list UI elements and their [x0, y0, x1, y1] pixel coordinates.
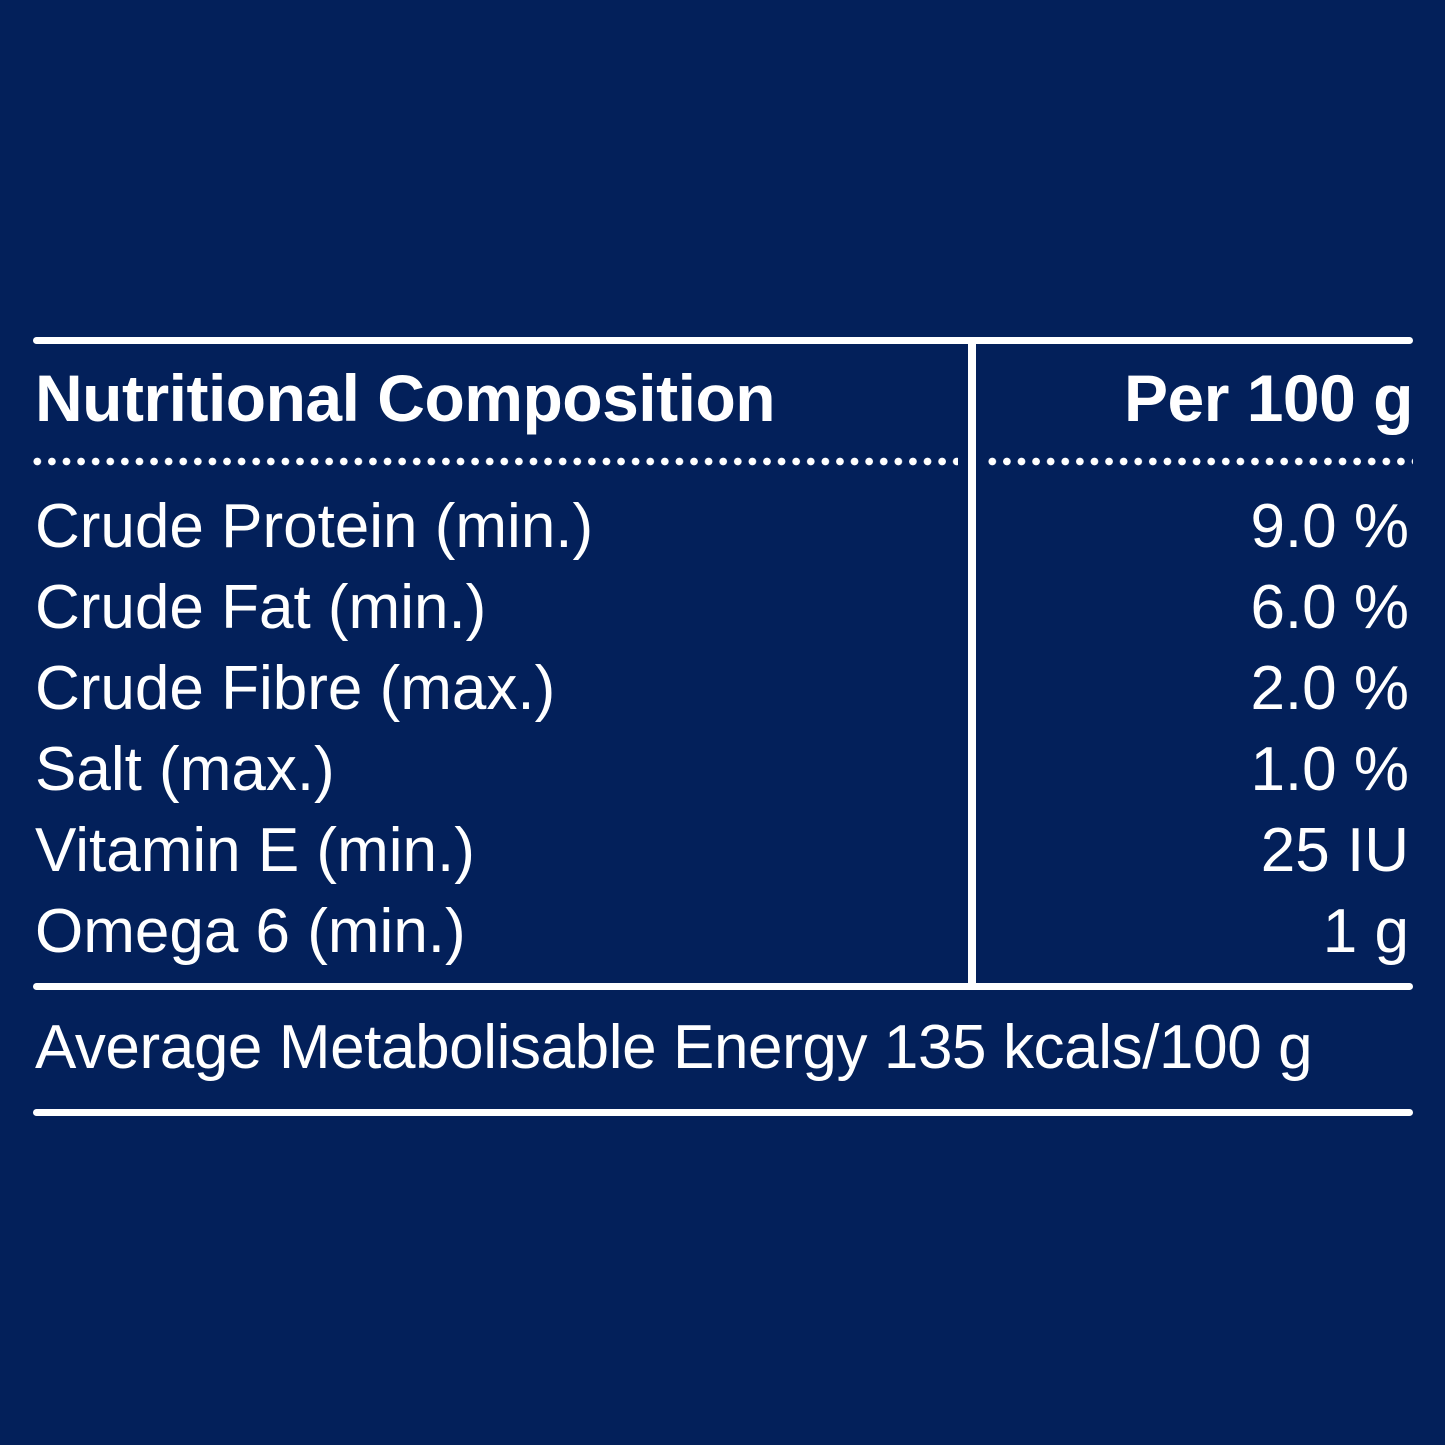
row-label-crude-fibre: Crude Fibre (max.) — [35, 654, 556, 723]
row-label-salt: Salt (max.) — [35, 735, 335, 804]
row-label-crude-fat: Crude Fat (min.) — [35, 573, 487, 642]
energy-footer: Average Metabolisable Energy 135 kcals/1… — [35, 1013, 1313, 1082]
row-value-crude-protein: 9.0 % — [1250, 492, 1409, 561]
row-value-crude-fat: 6.0 % — [1250, 573, 1409, 642]
row-value-crude-fibre: 2.0 % — [1250, 654, 1409, 723]
table-top-rule — [33, 337, 1413, 344]
header-label: Nutritional Composition — [35, 361, 776, 435]
column-divider — [968, 343, 976, 984]
table-middle-rule — [33, 983, 1413, 990]
header-value: Per 100 g — [1123, 361, 1414, 435]
row-value-vitamin-e: 25 IU — [1260, 816, 1409, 885]
row-label-vitamin-e: Vitamin E (min.) — [35, 816, 475, 885]
header-dotted-separator-right — [985, 457, 1413, 466]
row-label-omega-6: Omega 6 (min.) — [35, 897, 466, 966]
table-bottom-rule — [33, 1109, 1413, 1116]
row-value-salt: 1.0 % — [1250, 735, 1409, 804]
row-value-omega-6: 1 g — [1322, 897, 1409, 966]
header-dotted-separator-left — [30, 457, 958, 466]
row-label-crude-protein: Crude Protein (min.) — [35, 492, 594, 561]
